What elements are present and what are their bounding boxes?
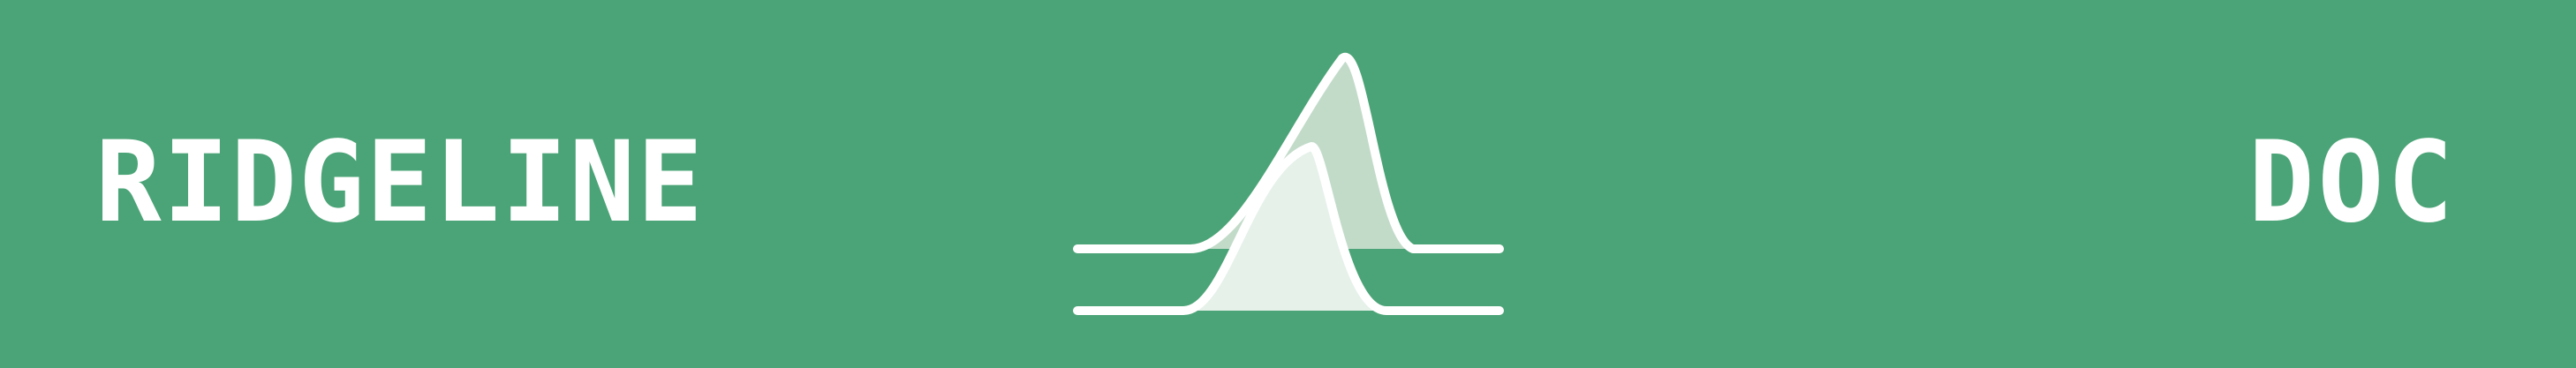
front-ridge-fill xyxy=(1183,146,1386,311)
doc-wordmark: DOC xyxy=(2248,117,2457,248)
ridgeline-wordmark: RIDGELINE xyxy=(95,117,705,248)
front-ridge-line xyxy=(1073,141,1504,315)
ridgeline-plot-icon xyxy=(1073,52,1504,315)
back-ridge-line xyxy=(1073,52,1504,253)
